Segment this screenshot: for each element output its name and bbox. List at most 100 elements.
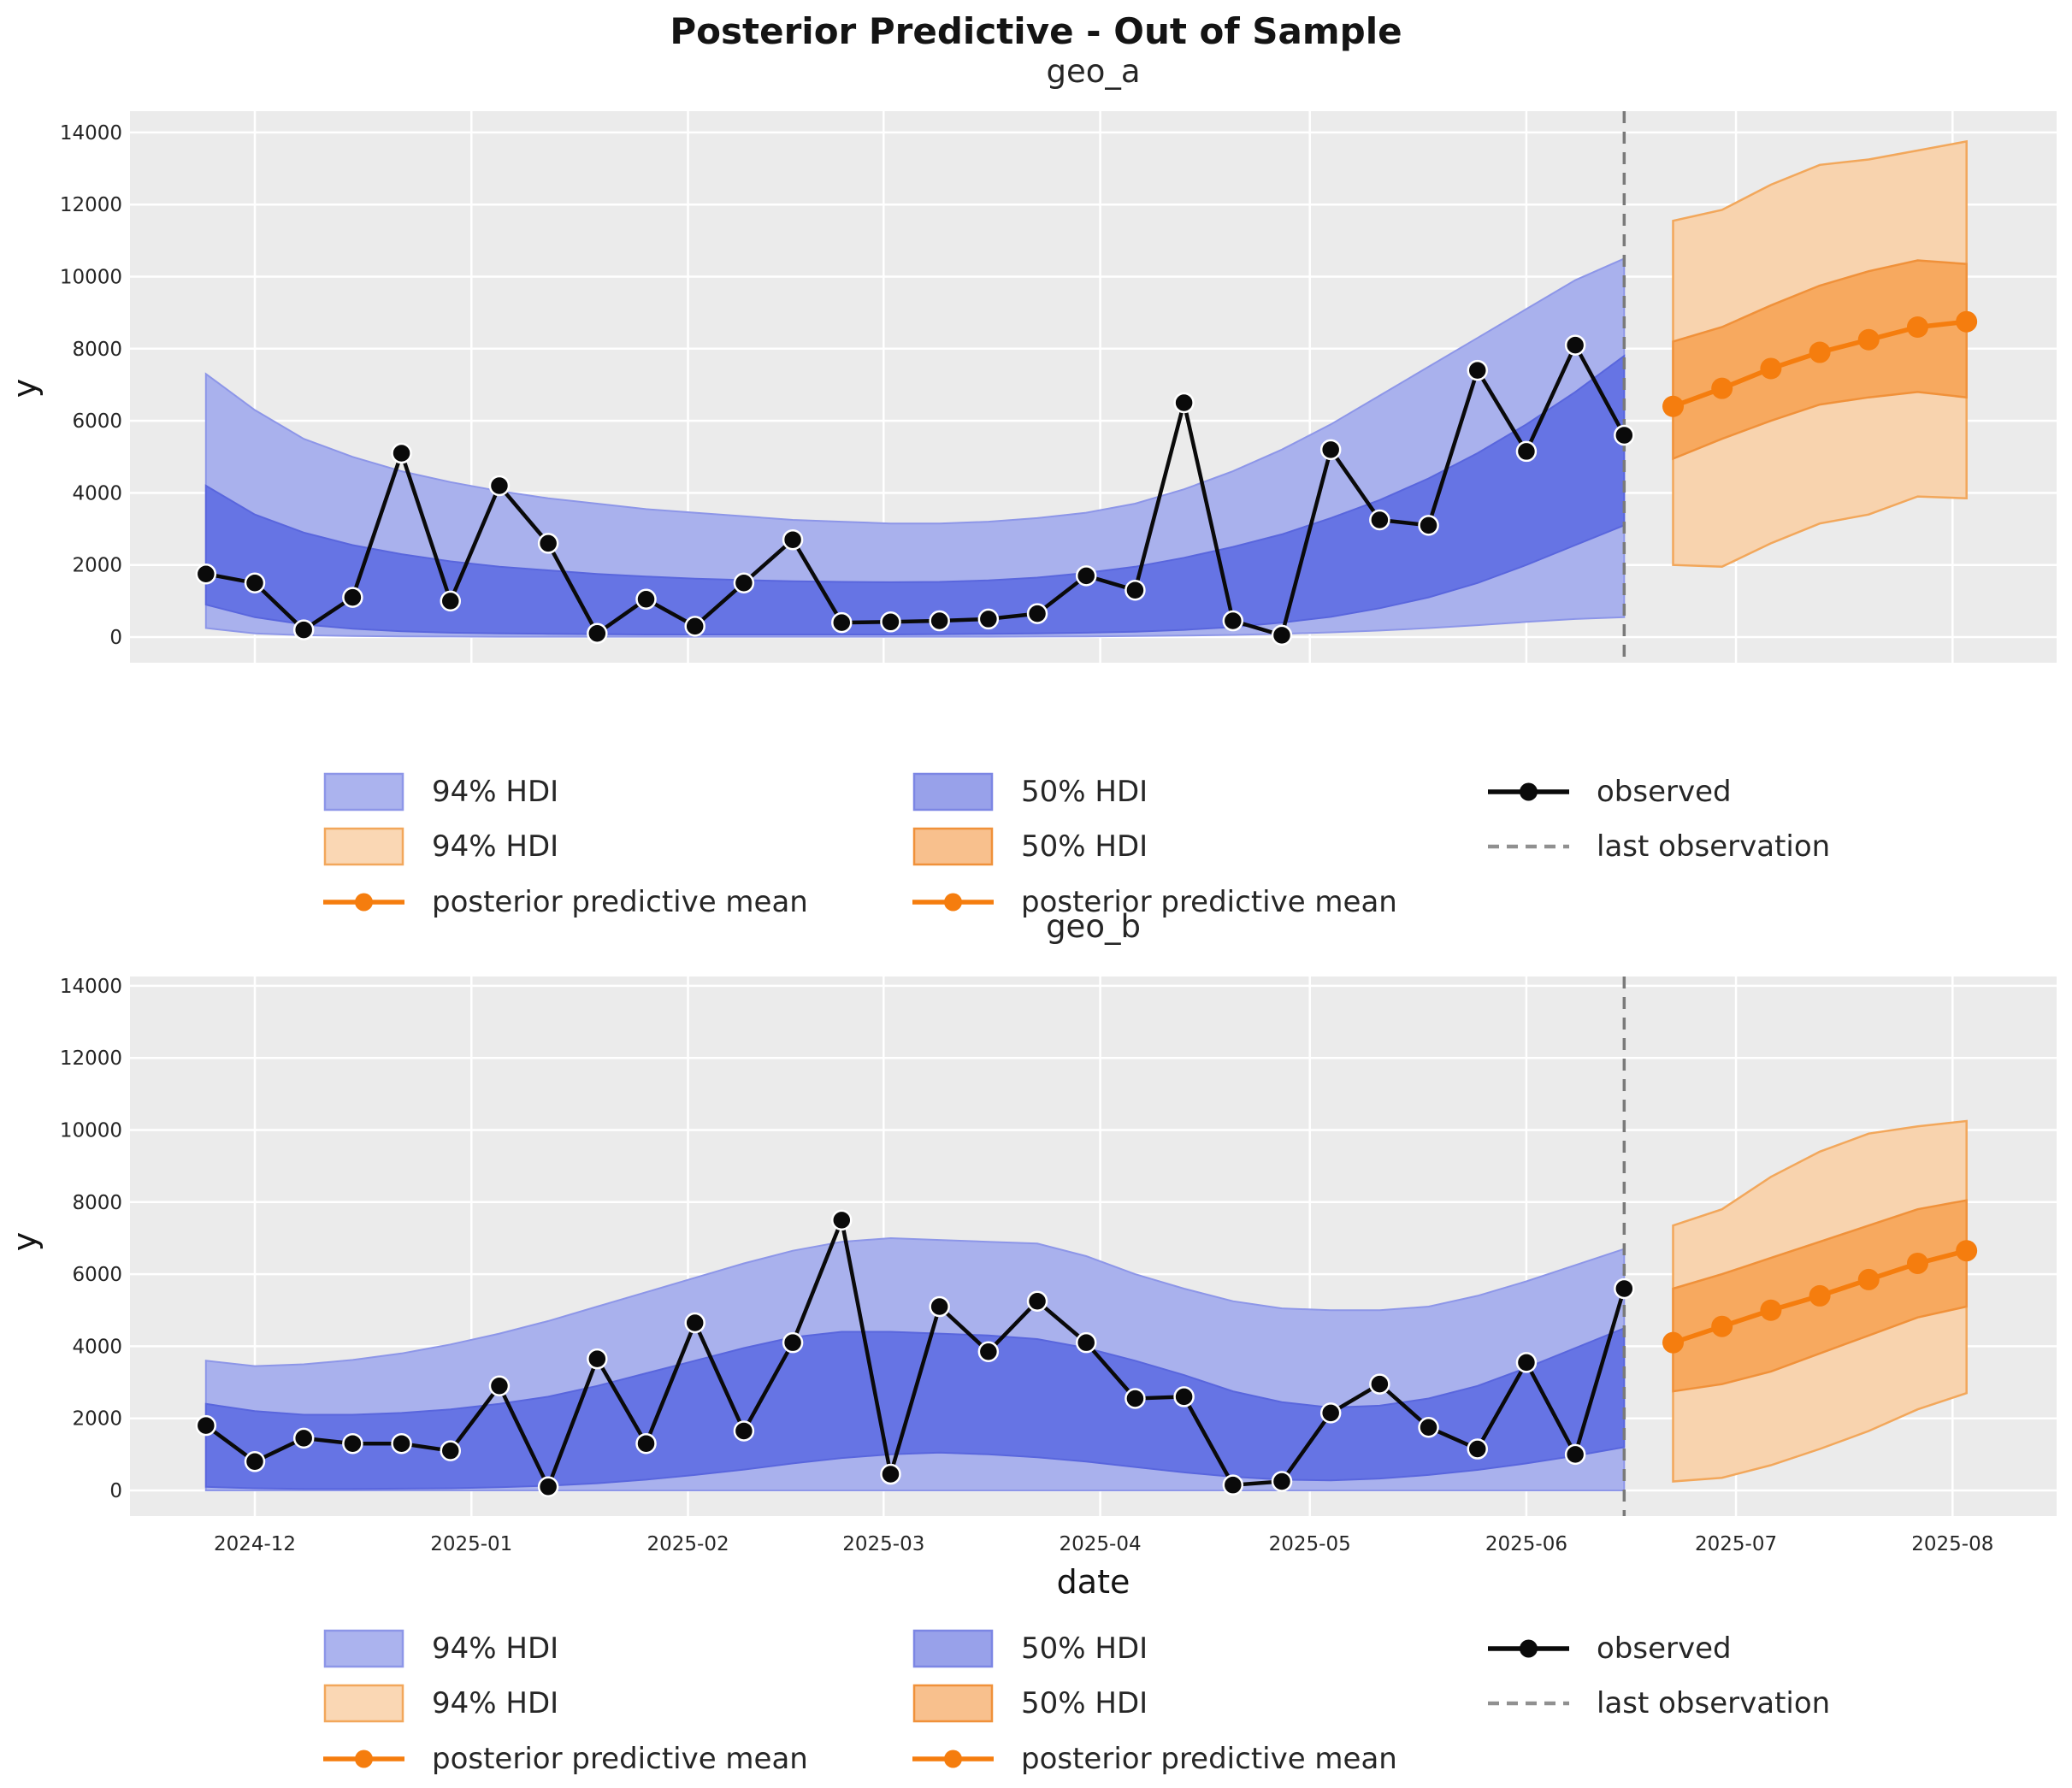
patch-marker	[912, 772, 994, 811]
x-tick-label: 2025-03	[842, 1533, 924, 1555]
legend-item-94-hdi-orange: 94% HDI	[323, 1684, 558, 1723]
observed-point	[537, 533, 559, 554]
legend-item-posterior-predictive-mean-50-label: posterior predictive mean	[1021, 1742, 1397, 1776]
forecast-mean-point	[1906, 316, 1928, 339]
y-tick-label: 4000	[72, 482, 122, 505]
legend-item-94-hdi-blue-label: 94% HDI	[432, 1632, 559, 1666]
observed-point	[1026, 603, 1048, 624]
observed-point	[1418, 515, 1439, 536]
legend-swatch	[323, 827, 404, 866]
forecast-mean-point	[1760, 1299, 1782, 1321]
legend-item-posterior-predictive-mean-50-label: posterior predictive mean	[1021, 885, 1397, 919]
legend-swatch	[323, 1629, 404, 1668]
observed-point	[292, 1427, 315, 1449]
observed-point	[488, 1375, 511, 1397]
observed-point	[1515, 440, 1538, 463]
legend-item-50-hdi-orange: 50% HDI	[912, 1684, 1148, 1723]
observed-point	[1369, 1373, 1390, 1395]
x-tick-label: 2025-08	[1911, 1533, 1993, 1555]
y-tick-label: 0	[109, 627, 122, 649]
y-tick-label: 2000	[72, 1408, 122, 1431]
observed-point	[782, 1331, 804, 1354]
legend-line-dot	[355, 893, 373, 912]
observed-point	[440, 1440, 462, 1461]
x-axis-label: date	[1056, 1563, 1130, 1601]
y-tick-label: 8000	[72, 1192, 122, 1214]
y-tick-label: 6000	[72, 1264, 122, 1286]
line-dot-marker	[912, 893, 994, 912]
forecast-mean-point	[1760, 357, 1782, 380]
legend-item-94-hdi-orange-label: 94% HDI	[432, 829, 559, 864]
legend-item-50-hdi-orange: 50% HDI	[912, 827, 1148, 866]
forecast-mean-point	[1857, 1268, 1880, 1290]
x-tick-label: 2025-07	[1695, 1533, 1777, 1555]
legend-item-50-hdi-orange-label: 50% HDI	[1021, 1686, 1148, 1720]
observed-point	[733, 572, 755, 594]
observed-point	[1173, 1386, 1195, 1407]
observed-point	[1614, 1278, 1635, 1300]
forecast-mean-point	[1906, 1252, 1928, 1274]
legend-swatch	[912, 772, 994, 811]
x-axis-ticks: 2024-12 2025-01 2025-02 2025-03 2025-04 2025-…	[214, 1533, 1993, 1555]
legend-item-94-hdi-blue: 94% HDI	[323, 772, 558, 811]
line-dot-marker	[1488, 1639, 1569, 1658]
observed-point	[488, 475, 511, 497]
y-axis-ticks: 0 2000 4000 6000 8000 10000 12000 14000	[60, 976, 122, 1502]
x-tick-label: 2024-12	[214, 1533, 296, 1555]
y-tick-label: 14000	[60, 976, 122, 998]
legend-geo-a: 94% HDI 50% HDI observed 94% HDI 50% HDI last…	[0, 772, 2072, 935]
y-tick-label: 4000	[72, 1336, 122, 1358]
legend-item-observed: observed	[1488, 1629, 1732, 1668]
observed-point	[977, 608, 1000, 630]
line-dot-marker	[323, 1750, 404, 1768]
observed-point	[1222, 610, 1244, 632]
y-axis-label-geo-b: y	[6, 1231, 44, 1252]
observed-point	[1467, 359, 1488, 381]
observed-point	[244, 572, 266, 594]
legend-item-posterior-predictive-mean-94-label: posterior predictive mean	[432, 885, 808, 919]
legend-swatch	[912, 1629, 994, 1668]
legend-line-dot	[1520, 1639, 1538, 1658]
legend-item-50-hdi-blue-label: 50% HDI	[1021, 775, 1148, 809]
observed-point	[1467, 1438, 1488, 1460]
legend-line-dot	[944, 1750, 962, 1768]
forecast-mean-point	[1662, 395, 1685, 417]
observed-point	[1319, 1402, 1342, 1424]
legend-item-94-hdi-orange: 94% HDI	[323, 827, 558, 866]
y-tick-label: 14000	[60, 122, 122, 145]
patch-marker	[912, 1684, 994, 1723]
y-tick-label: 2000	[72, 555, 122, 577]
observed-markers	[195, 334, 1635, 646]
forecast-mean-point	[1662, 1331, 1685, 1354]
legend-item-last-observation: last observation	[1488, 827, 1830, 866]
observed-point	[684, 616, 705, 637]
observed-point	[929, 610, 950, 632]
observed-point	[1515, 1352, 1538, 1373]
legend-item-observed: observed	[1488, 772, 1732, 811]
legend-line-dot	[944, 893, 962, 912]
line-dot-marker	[912, 1750, 994, 1768]
forecast-mean-markers	[1662, 1240, 1978, 1354]
forecast-mean-point	[1956, 310, 1978, 333]
legend-item-50-hdi-orange-label: 50% HDI	[1021, 829, 1148, 864]
legend-line-dot	[1520, 782, 1538, 801]
y-tick-label: 10000	[60, 267, 122, 289]
observed-point	[292, 619, 315, 640]
legend-line-dot	[355, 1750, 373, 1768]
patch-marker	[323, 827, 404, 866]
subplot-title-geo-b: geo_b	[1046, 908, 1141, 945]
legend-item-94-hdi-orange-label: 94% HDI	[432, 1686, 559, 1720]
legend-item-posterior-predictive-mean-50: posterior predictive mean	[912, 1739, 1397, 1779]
observed-point	[195, 1414, 217, 1437]
observed-point	[195, 563, 217, 585]
y-axis-ticks: 0 2000 4000 6000 8000 10000 12000 14000	[60, 122, 122, 649]
dash-marker	[1488, 1701, 1569, 1706]
dash-marker	[1488, 844, 1569, 849]
observed-point	[1173, 392, 1195, 414]
legend-item-posterior-predictive-mean-94: posterior predictive mean	[323, 882, 808, 922]
observed-point	[635, 588, 657, 610]
line-dot-marker	[323, 893, 404, 912]
legend-swatch	[912, 827, 994, 866]
